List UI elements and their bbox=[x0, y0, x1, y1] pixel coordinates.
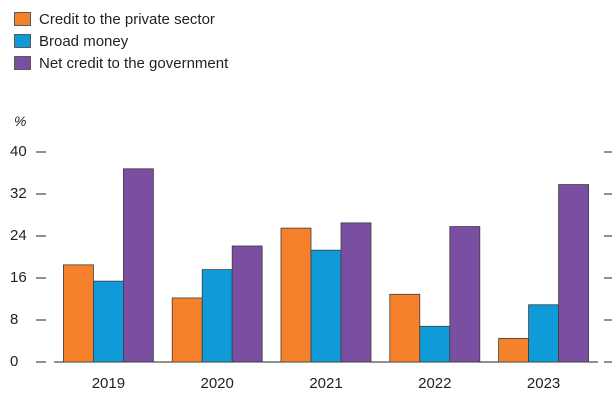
bar-2022-series-0 bbox=[389, 293, 421, 363]
chart-legend: Credit to the private sector Broad money… bbox=[14, 8, 228, 74]
y-tick-label-32: 32 bbox=[10, 185, 27, 202]
x-tick-label-2019: 2019 bbox=[92, 375, 125, 392]
bar-2020-series-2 bbox=[231, 245, 263, 363]
y-tick-label-0: 0 bbox=[10, 353, 18, 370]
bar-2021-series-1 bbox=[310, 249, 342, 363]
bar-2020-series-0 bbox=[171, 297, 203, 363]
y-axis-ticks: 0 8 16 24 32 40 bbox=[10, 143, 612, 370]
legend-swatch-broad-money bbox=[14, 34, 31, 48]
x-tick-label-2023: 2023 bbox=[527, 375, 560, 392]
x-axis-labels: 2019 2020 2021 2022 2023 bbox=[92, 375, 561, 392]
bar-2023-series-1 bbox=[528, 304, 559, 363]
legend-item-government-credit: Net credit to the government bbox=[14, 52, 228, 74]
bar-2019-series-0 bbox=[63, 264, 94, 363]
x-tick-label-2020: 2020 bbox=[201, 375, 234, 392]
y-tick-label-16: 16 bbox=[10, 269, 27, 286]
bar-2021-series-0 bbox=[280, 227, 312, 363]
y-axis-unit-label: % bbox=[14, 113, 26, 129]
y-tick-label-40: 40 bbox=[10, 143, 27, 160]
legend-label-broad-money: Broad money bbox=[39, 32, 129, 50]
legend-swatch-private-credit bbox=[14, 12, 31, 26]
x-tick-label-2021: 2021 bbox=[309, 375, 342, 392]
legend-item-private-credit: Credit to the private sector bbox=[14, 8, 228, 30]
bar-2023-series-2 bbox=[558, 184, 589, 363]
legend-label-private-credit: Credit to the private sector bbox=[39, 10, 215, 28]
legend-swatch-government-credit bbox=[14, 56, 31, 70]
y-tick-label-24: 24 bbox=[10, 227, 27, 244]
bar-2019-series-2 bbox=[123, 168, 154, 363]
bar-2023-series-0 bbox=[498, 337, 530, 363]
bar-2021-series-2 bbox=[340, 222, 372, 363]
bar-2019-series-1 bbox=[93, 280, 124, 363]
bar-2020-series-1 bbox=[201, 269, 233, 363]
x-tick-label-2022: 2022 bbox=[418, 375, 451, 392]
bar-2022-series-2 bbox=[449, 226, 481, 363]
bar-2022-series-1 bbox=[419, 325, 451, 363]
bars-group bbox=[63, 168, 589, 363]
legend-item-broad-money: Broad money bbox=[14, 30, 228, 52]
legend-label-government-credit: Net credit to the government bbox=[39, 54, 229, 72]
y-tick-label-8: 8 bbox=[10, 311, 18, 328]
